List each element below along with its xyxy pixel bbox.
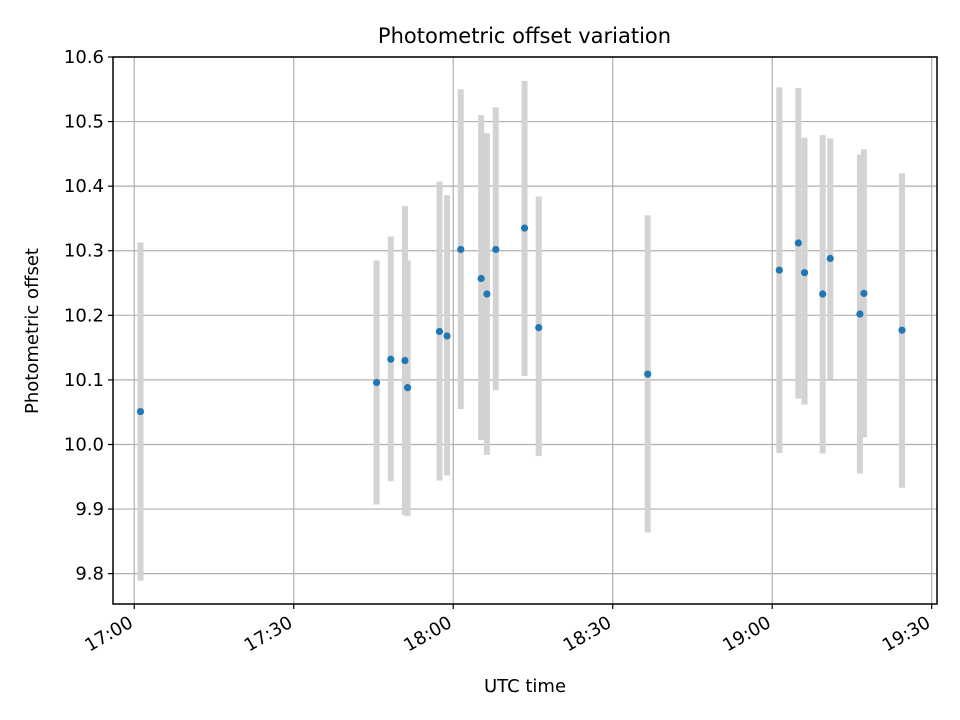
error-bars: [137, 80, 906, 581]
y-tick-label: 10.0: [64, 434, 104, 455]
data-point: [794, 239, 802, 247]
x-tick-label: 18:00: [400, 612, 455, 656]
data-point: [435, 327, 444, 336]
x-tick-label: 17:00: [81, 612, 136, 656]
data-point: [644, 370, 652, 378]
x-axis-ticks: 17:00 17:30 18:00 18:30 19:00 19:30: [81, 604, 934, 656]
y-tick-label: 10.4: [64, 176, 104, 197]
data-point: [483, 290, 491, 298]
plot-frame: [112, 56, 938, 605]
x-tick-label: 19:30: [879, 612, 934, 656]
y-tick-label: 10.1: [64, 370, 104, 391]
x-tick-label: 19:00: [719, 612, 774, 656]
data-point: [800, 269, 809, 277]
data-point: [457, 245, 465, 254]
data-points: [136, 224, 906, 416]
data-point: [401, 356, 409, 365]
x-tick-label: 18:30: [560, 612, 615, 656]
data-point: [535, 323, 543, 332]
y-axis-label: Photometric offset: [22, 248, 43, 414]
data-point: [492, 245, 500, 254]
data-point: [775, 266, 783, 274]
y-tick-label: 10.3: [64, 241, 104, 262]
data-point: [819, 290, 827, 298]
chart-title: Photometric offset variation: [378, 24, 671, 48]
data-point: [860, 289, 868, 297]
data-point: [372, 378, 381, 387]
data-point: [387, 355, 395, 363]
x-axis-label: UTC time: [484, 676, 566, 697]
data-point: [477, 274, 485, 283]
data-point: [443, 332, 451, 340]
data-point: [856, 310, 864, 318]
y-tick-label: 9.9: [75, 499, 104, 520]
y-tick-label: 10.6: [64, 47, 104, 68]
data-point: [898, 326, 906, 334]
data-point: [826, 254, 834, 263]
y-tick-label: 10.5: [64, 112, 104, 133]
y-axis-ticks: 9.8 9.9 10.0 10.1 10.2 10.3 10.4 10.5 10.6: [64, 47, 113, 585]
x-tick-label: 17:30: [241, 612, 296, 656]
data-point: [520, 224, 529, 232]
y-tick-label: 10.2: [64, 305, 104, 326]
data-point: [136, 407, 145, 416]
data-point: [404, 384, 412, 392]
y-tick-label: 9.8: [75, 564, 104, 585]
